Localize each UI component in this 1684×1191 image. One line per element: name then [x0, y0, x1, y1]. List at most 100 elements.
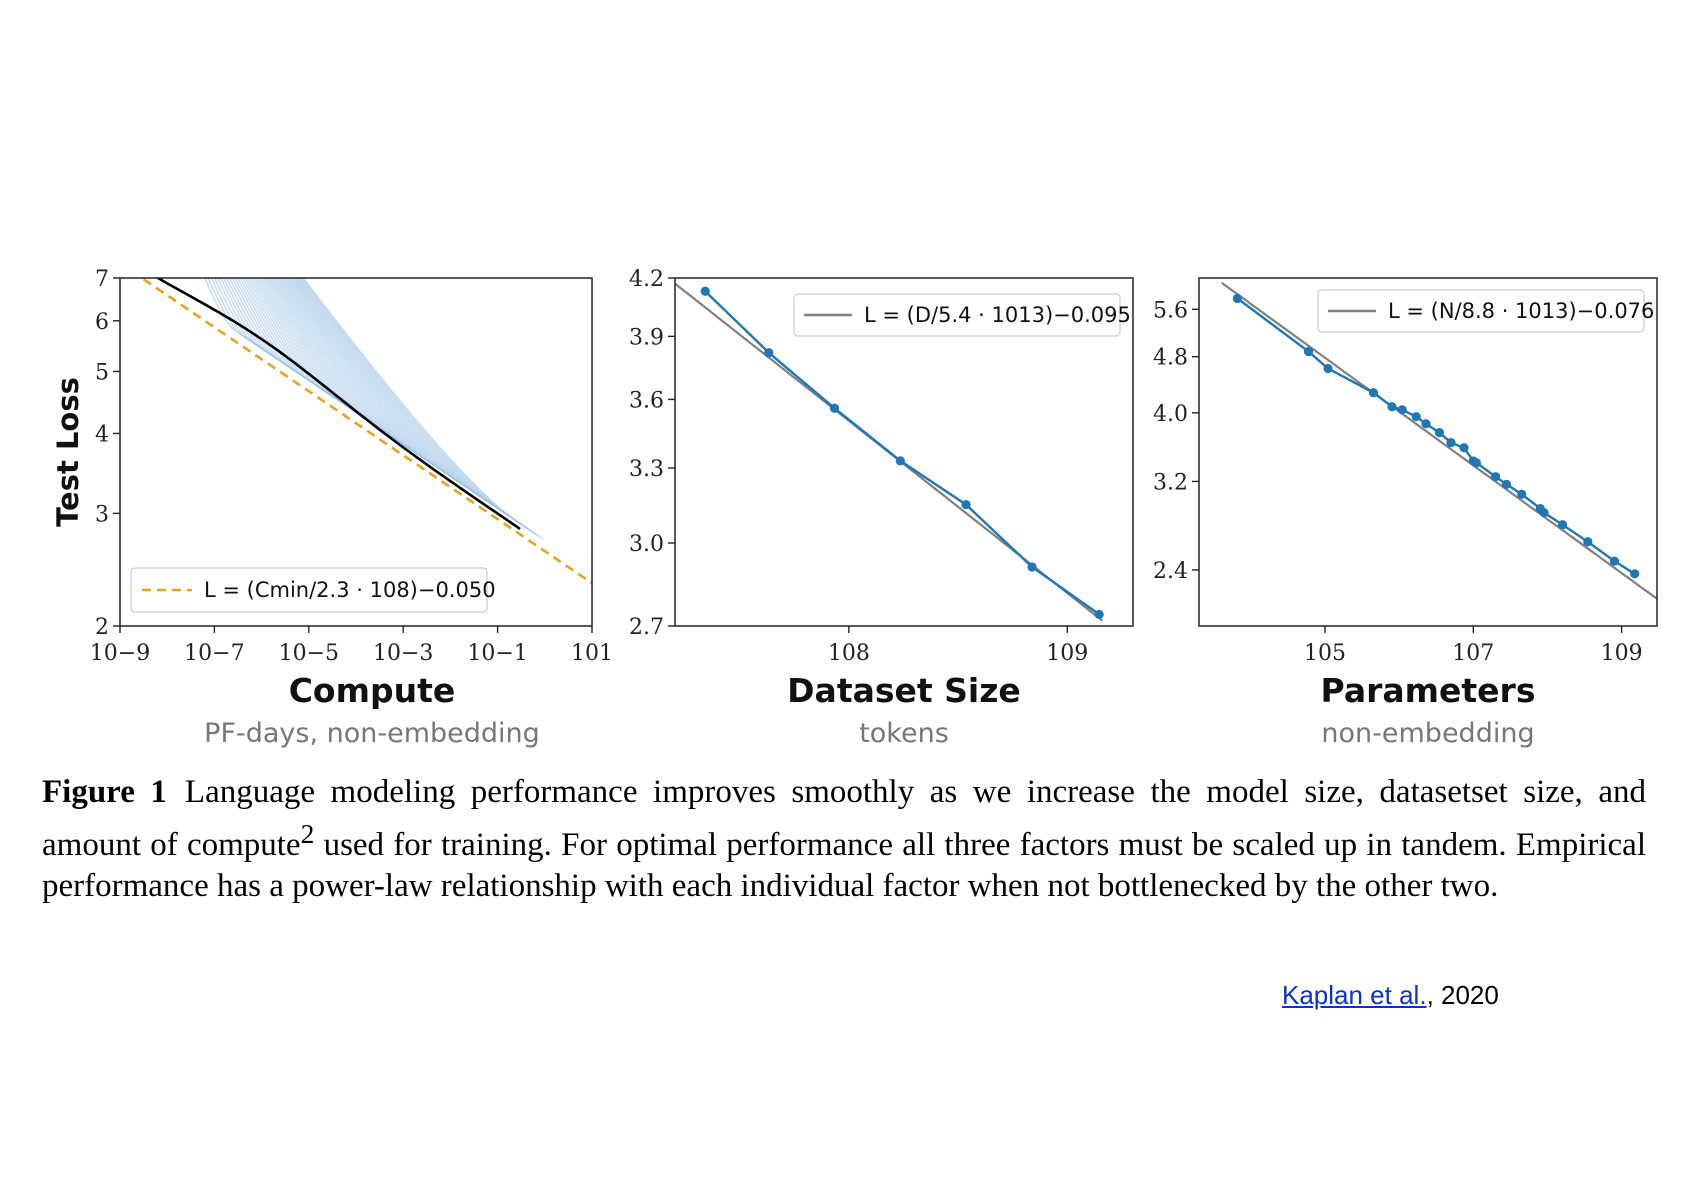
y-tick-label: 4.2: [629, 267, 664, 292]
data-point: [1501, 479, 1512, 489]
data-point: [1368, 388, 1379, 398]
compute-axes-frame: [119, 277, 593, 627]
compute-x-axis-label: Compute: [289, 671, 456, 710]
training-run-curve: [296, 278, 519, 523]
x-tick-label: 10−3: [373, 641, 433, 666]
training-run-curve: [234, 278, 325, 392]
training-run-curve: [251, 278, 369, 422]
training-run-curve: [236, 278, 331, 396]
data-point: [895, 456, 905, 466]
x-tick-label: 109: [1601, 641, 1643, 666]
training-run-curve: [239, 278, 338, 400]
data-point: [1232, 293, 1243, 304]
data-point: [1027, 562, 1037, 572]
compute-plot-area: [142, 278, 592, 585]
parameters-x-axis-label: Parameters: [1321, 671, 1536, 710]
caption-line-3: up in tandem. Empirical performance has …: [42, 827, 1646, 904]
x-tick-label: 10−1: [467, 641, 527, 666]
training-run-curve: [294, 278, 513, 519]
compute-y-axis-label: Test Loss: [51, 377, 85, 527]
citation-link[interactable]: Kaplan et al.: [1282, 980, 1427, 1010]
y-tick-label: 4.0: [1153, 402, 1188, 427]
dataset-x-axis-sublabel: tokens: [859, 718, 949, 749]
data-point: [1557, 520, 1568, 530]
training-run-curve: [290, 278, 494, 506]
y-tick-label: 2.7: [629, 615, 664, 640]
training-run-curve: [246, 278, 356, 413]
training-run-curve: [276, 278, 444, 472]
training-run-curve: [302, 278, 544, 540]
data-point: [829, 403, 840, 413]
y-tick-label: 5.6: [1153, 298, 1188, 323]
caption-line-4: bottlenecked by the other two.: [1097, 868, 1499, 904]
caption-line-1: Language modeling performance improves s…: [184, 774, 1508, 810]
dataset-plot-area: [674, 282, 1104, 622]
training-run-curve: [279, 278, 457, 481]
x-tick-label: 10−7: [184, 641, 244, 666]
parameters-legend: L = (N/8.8 · 1013)−0.076: [1317, 289, 1654, 333]
parameters-x-axis-sublabel: non-embedding: [1321, 718, 1534, 749]
data-point: [1434, 428, 1445, 438]
compute-legend-label: L = (Cmin/2.3 · 108)−0.050: [204, 578, 496, 602]
data-point: [1303, 347, 1314, 357]
dataset-legend-box: [793, 293, 1121, 337]
training-run-curve: [274, 278, 438, 468]
figure-caption: Figure 1 Language modeling performance im…: [42, 772, 1646, 907]
series-line: [1236, 297, 1636, 575]
parameters-axes-frame: [1198, 277, 1658, 627]
data-point: [1459, 443, 1469, 453]
y-tick-label: 6: [95, 310, 109, 335]
parameters-legend-label: L = (N/8.8 · 1013)−0.076: [1388, 299, 1654, 323]
data-point: [764, 348, 774, 358]
y-tick-label: 7: [95, 267, 109, 292]
data-point: [1094, 609, 1104, 620]
training-run-curve: [278, 278, 450, 477]
y-tick-label: 2.4: [1153, 559, 1188, 584]
data-point: [961, 499, 971, 510]
training-run-curve: [272, 278, 432, 464]
dataset-legend: L = (D/5.4 · 1013)−0.095: [793, 293, 1131, 337]
parameters-ticks: 105 107 109 2.4 3.2 4.0 4.8 5.6: [1153, 298, 1643, 666]
data-point: [1446, 438, 1456, 448]
training-run-curve: [225, 278, 306, 379]
data-point: [1411, 412, 1421, 422]
data-point: [1517, 489, 1527, 499]
training-run-curve: [288, 278, 488, 502]
data-point: [1630, 569, 1640, 579]
y-tick-label: 3.2: [1153, 470, 1188, 495]
caption-line-2b: used for training. For optimal performan…: [314, 827, 1315, 863]
x-tick-label: 10−5: [279, 641, 339, 666]
data-point: [1323, 363, 1333, 374]
training-run-curve: [244, 278, 350, 409]
x-tick-label: 10−9: [90, 641, 150, 666]
dataset-ticks: 108 109 2.7 3.0 3.3 3.6 3.9 4.2: [629, 267, 1088, 666]
dataset-legend-label: L = (D/5.4 · 1013)−0.095: [864, 303, 1131, 327]
compute-efficient-frontier: [155, 278, 521, 530]
training-run-curve: [286, 278, 482, 498]
y-tick-label: 4.8: [1153, 346, 1188, 371]
training-run-curve: [241, 278, 344, 405]
training-run-curves: [204, 278, 544, 540]
dataset-x-axis-label: Dataset Size: [787, 671, 1021, 710]
parameters-panel: 105 107 109 2.4 3.2 4.0 4.8 5.6 L = (N/8.8 · 10…: [1153, 277, 1658, 749]
y-tick-label: 3.3: [629, 457, 664, 482]
x-tick-label: 101: [571, 641, 613, 666]
training-run-curve: [293, 278, 507, 515]
parameters-legend-box: [1317, 289, 1645, 333]
citation: Kaplan et al., 2020: [1282, 980, 1499, 1011]
compute-x-axis-sublabel: PF-days, non-embedding: [204, 718, 540, 749]
y-tick-label: 3: [95, 502, 109, 527]
dataset-panel: 108 109 2.7 3.0 3.3 3.6 3.9 4.2 L = (D/5.4 · 10…: [629, 267, 1134, 749]
compute-panel: 10−9 10−7 10−5 10−3 10−1 101 2 3 4 5 6 7 L = (Cmin/…: [51, 267, 613, 749]
training-run-curve: [270, 278, 425, 460]
training-run-curve: [268, 278, 419, 456]
compute-legend-box: [130, 567, 488, 613]
data-point: [1397, 405, 1407, 415]
y-tick-label: 4: [95, 422, 109, 447]
y-tick-label: 3.0: [629, 532, 664, 557]
training-run-curve: [300, 278, 538, 536]
x-tick-label: 109: [1046, 641, 1088, 666]
training-run-curve: [249, 278, 363, 417]
training-run-curve: [291, 278, 500, 511]
parameters-power-law-fit: [1221, 282, 1658, 600]
